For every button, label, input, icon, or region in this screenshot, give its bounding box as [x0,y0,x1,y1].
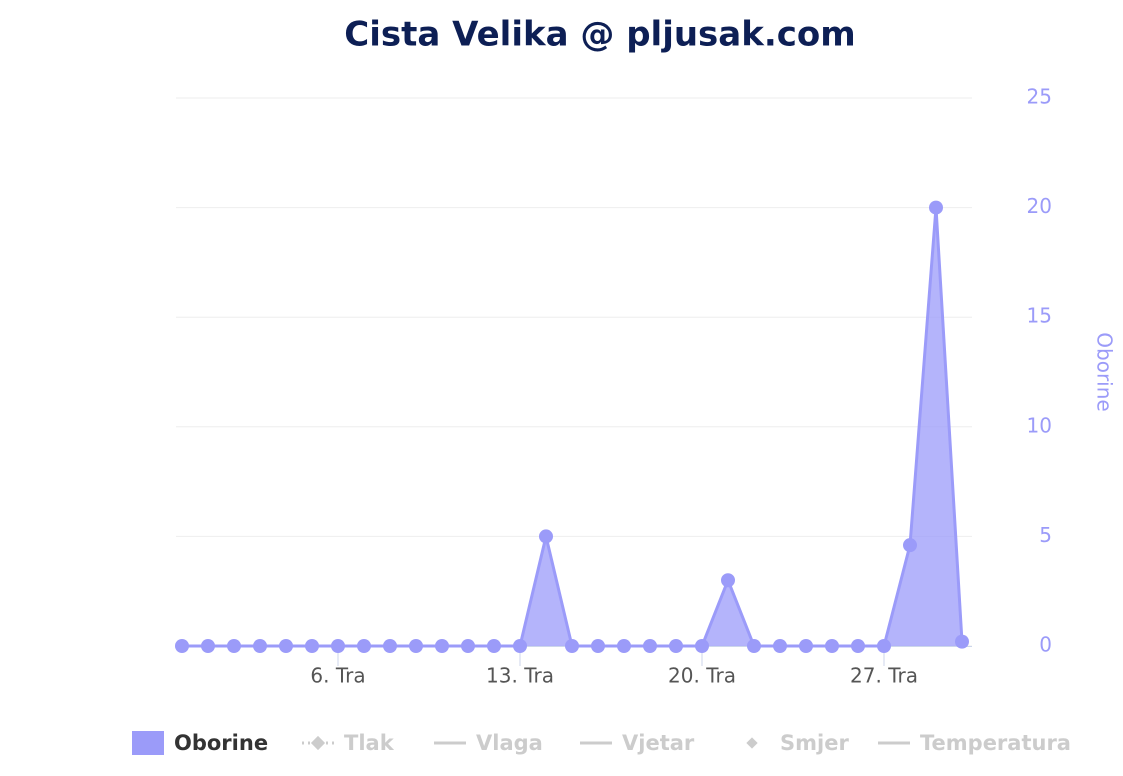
point [279,639,293,653]
legend-label[interactable]: Temperatura [920,731,1071,755]
point [253,639,267,653]
point [773,639,787,653]
point [695,639,709,653]
point [227,639,241,653]
legend-swatch [746,737,758,749]
point [461,639,475,653]
point [409,639,423,653]
legend-label[interactable]: Vjetar [622,731,695,755]
legend-swatch [310,735,326,751]
point [851,639,865,653]
y-tick-label: 15 [1027,304,1052,328]
legend-label[interactable]: Tlak [344,731,395,755]
point [487,639,501,653]
point [903,538,917,553]
point [747,639,761,653]
point [435,639,449,653]
point [721,573,735,588]
y-tick-label: 10 [1027,413,1052,437]
y-tick-label: 20 [1027,194,1052,218]
y-tick-label: 0 [1039,633,1052,657]
y-tick-label: 25 [1027,85,1052,109]
legend-label[interactable]: Vlaga [476,731,543,755]
point [565,639,579,653]
x-tick-label: 27. Tra [850,664,918,688]
legend-label[interactable]: Oborine [174,731,268,755]
point [357,639,371,653]
x-tick-label: 6. Tra [310,664,365,688]
point [383,639,397,653]
legend-swatch [132,731,164,755]
point [201,639,215,653]
point [799,639,813,653]
point [591,639,605,653]
legend-label[interactable]: Smjer [780,731,849,755]
x-tick-label: 13. Tra [486,664,554,688]
point [331,639,345,653]
point [617,639,631,653]
point [929,200,943,215]
point [877,639,891,653]
point [955,634,969,649]
point [539,529,553,544]
point [825,639,839,653]
point [513,639,527,653]
point [175,639,189,653]
point [305,639,319,653]
point [643,639,657,653]
y-axis-title: Oborine [1093,332,1117,411]
x-tick-label: 20. Tra [668,664,736,688]
point [669,639,683,653]
chart-title: Cista Velika @ pljusak.com [344,15,855,55]
y-tick-label: 5 [1039,523,1052,547]
